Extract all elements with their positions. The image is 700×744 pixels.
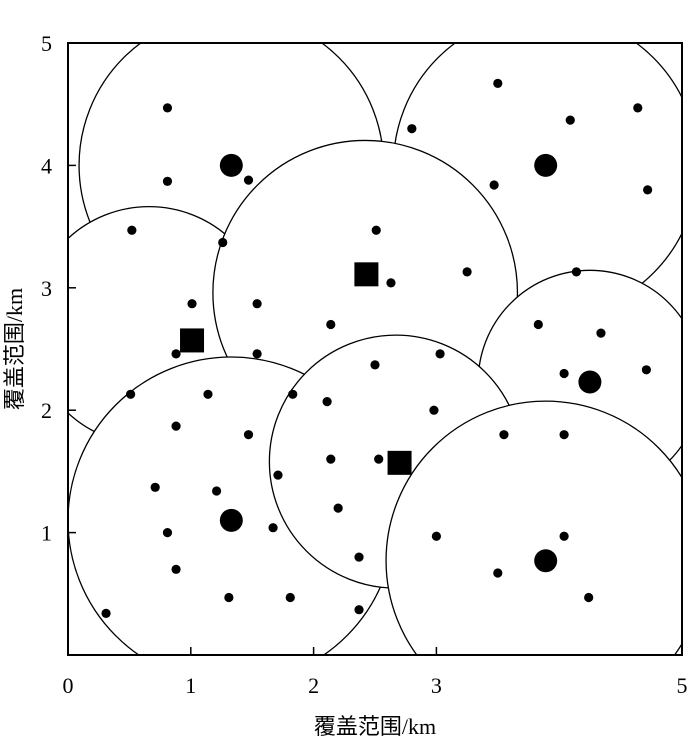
- user-point: [252, 349, 262, 359]
- coverage-circle: [385, 400, 682, 655]
- user-point: [559, 531, 569, 541]
- base-station-point: [534, 153, 558, 177]
- user-point: [499, 430, 509, 440]
- square-marker: [180, 328, 205, 353]
- user-point: [641, 365, 651, 375]
- base-station-point: [578, 370, 602, 394]
- user-point: [326, 319, 336, 330]
- user-point: [171, 349, 181, 359]
- user-point: [533, 319, 543, 330]
- user-point: [171, 564, 181, 574]
- user-point: [431, 531, 441, 541]
- x-tick-label: 0: [63, 673, 74, 698]
- y-tick-label: 3: [41, 276, 52, 301]
- user-point: [333, 503, 343, 513]
- user-point: [126, 389, 136, 399]
- user-point: [435, 349, 445, 359]
- user-point: [374, 454, 384, 464]
- user-point: [371, 225, 381, 235]
- user-point: [162, 176, 173, 186]
- data-points: [101, 78, 653, 618]
- axis-ticks: [68, 164, 438, 655]
- user-point: [211, 486, 222, 496]
- user-point: [633, 103, 643, 113]
- user-point: [187, 299, 197, 309]
- user-point: [288, 389, 298, 399]
- user-point: [559, 368, 569, 379]
- square-marker: [387, 450, 412, 475]
- user-point: [354, 605, 364, 615]
- user-point: [273, 470, 283, 480]
- y-tick-label: 4: [41, 153, 52, 178]
- user-point: [643, 185, 653, 195]
- user-point: [127, 225, 137, 235]
- user-point: [386, 278, 396, 288]
- user-point: [354, 552, 364, 562]
- user-point: [407, 124, 417, 134]
- y-tick-label: 5: [41, 31, 52, 56]
- user-point: [171, 421, 181, 431]
- x-tick-label: 1: [185, 673, 196, 698]
- base-station-point: [534, 549, 558, 573]
- user-point: [584, 592, 594, 603]
- user-point: [559, 430, 569, 440]
- user-point: [243, 175, 254, 185]
- user-point: [285, 592, 295, 603]
- coverage-circles: [68, 43, 682, 655]
- base-station-point: [219, 153, 243, 177]
- user-point: [162, 528, 173, 538]
- user-point: [565, 115, 575, 125]
- user-point: [243, 430, 254, 440]
- axis-tick-labels: 0 1 2 3 5 1 2 3 4 5: [41, 31, 688, 698]
- user-point: [162, 103, 173, 113]
- y-tick-label: 2: [41, 398, 52, 423]
- user-point: [203, 389, 213, 399]
- user-point: [596, 328, 606, 338]
- base-station-point: [219, 508, 243, 532]
- x-axis-title: 覆盖范围/km: [314, 714, 436, 739]
- y-tick-label: 1: [41, 521, 52, 546]
- user-point: [218, 237, 228, 248]
- user-point: [493, 568, 503, 578]
- user-point: [571, 267, 581, 277]
- user-point: [489, 180, 499, 190]
- user-point: [326, 454, 336, 464]
- user-point: [429, 405, 439, 415]
- user-point: [493, 78, 503, 88]
- square-marker: [354, 262, 379, 287]
- x-tick-label: 3: [431, 673, 442, 698]
- y-axis-title: 覆盖范围/km: [2, 288, 27, 410]
- user-point: [462, 267, 472, 277]
- x-tick-label: 5: [677, 673, 688, 698]
- user-point: [150, 482, 160, 492]
- user-point: [224, 592, 234, 603]
- user-point: [252, 299, 262, 309]
- user-point: [322, 397, 332, 407]
- user-point: [268, 523, 278, 533]
- x-tick-label: 2: [308, 673, 319, 698]
- user-point: [101, 608, 111, 618]
- plot-frame: [67, 42, 683, 656]
- user-point: [370, 360, 380, 370]
